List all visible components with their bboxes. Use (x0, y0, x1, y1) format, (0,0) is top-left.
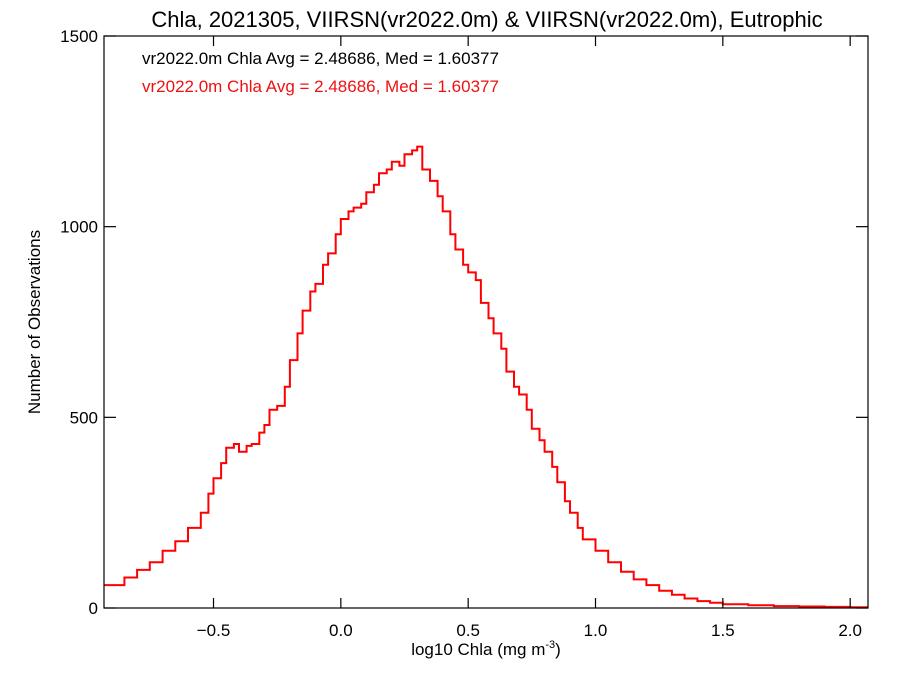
x-axis-label-sup: -3 (545, 639, 555, 651)
y-tick-label: 500 (70, 408, 98, 427)
y-axis-label: Number of Observations (25, 230, 44, 414)
plot-frame (103, 35, 869, 609)
x-tick-label: −0.5 (197, 621, 231, 640)
y-tick-label: 1500 (60, 27, 98, 46)
x-tick-label: 0.5 (456, 621, 480, 640)
x-tick-label: 1.5 (711, 621, 735, 640)
x-tick-label: 2.0 (838, 621, 862, 640)
chart-title: Chla, 2021305, VIIRSN(vr2022.0m) & VIIRS… (151, 7, 822, 32)
x-tick-label: 0.0 (329, 621, 353, 640)
histogram-series-line (104, 145, 868, 609)
x-tick-label: 1.0 (584, 621, 608, 640)
annotation-black: vr2022.0m Chla Avg = 2.48686, Med = 1.60… (142, 49, 499, 68)
annotation-red: vr2022.0m Chla Avg = 2.48686, Med = 1.60… (142, 77, 499, 96)
y-tick-label: 1000 (60, 218, 98, 237)
x-axis-label-close: ) (555, 640, 561, 659)
x-axis-label-main: log10 Chla (mg m (411, 640, 545, 659)
x-axis-label: log10 Chla (mg m-3) (411, 639, 561, 659)
y-tick-label: 0 (89, 599, 98, 618)
